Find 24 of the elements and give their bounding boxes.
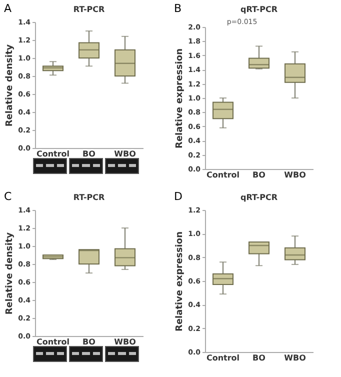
x-tick-label: Control <box>206 354 240 362</box>
text: D <box>174 190 182 203</box>
x-tick-label: Control <box>36 338 70 346</box>
chart-title: RT-PCR <box>73 193 105 202</box>
x-tick-label: Control <box>36 150 70 158</box>
x-tick-label: BO <box>82 338 96 346</box>
y-axis-title: Relative expression <box>175 232 186 332</box>
chart-title: qRT-PCR <box>240 193 278 202</box>
x-tick-label: WBO <box>284 354 306 362</box>
y-axis-title: Relative density <box>5 44 16 127</box>
x-tick-label: WBO <box>114 338 136 346</box>
text: C <box>4 190 12 203</box>
text: A <box>4 2 12 15</box>
x-tick-label: WBO <box>284 170 306 180</box>
x-tick-label: BO <box>252 170 266 180</box>
y-axis-title: Relative expression <box>175 48 186 148</box>
chart-title: RT-PCR <box>73 5 105 14</box>
chart-title: qRT-PCR <box>240 5 278 14</box>
y-axis-title: Relative density <box>5 232 16 315</box>
x-tick-label: Control <box>206 170 240 180</box>
text: B <box>174 2 182 15</box>
x-tick-label: BO <box>252 354 266 362</box>
x-tick-label: BO <box>82 150 96 158</box>
x-tick-label: WBO <box>114 150 136 158</box>
